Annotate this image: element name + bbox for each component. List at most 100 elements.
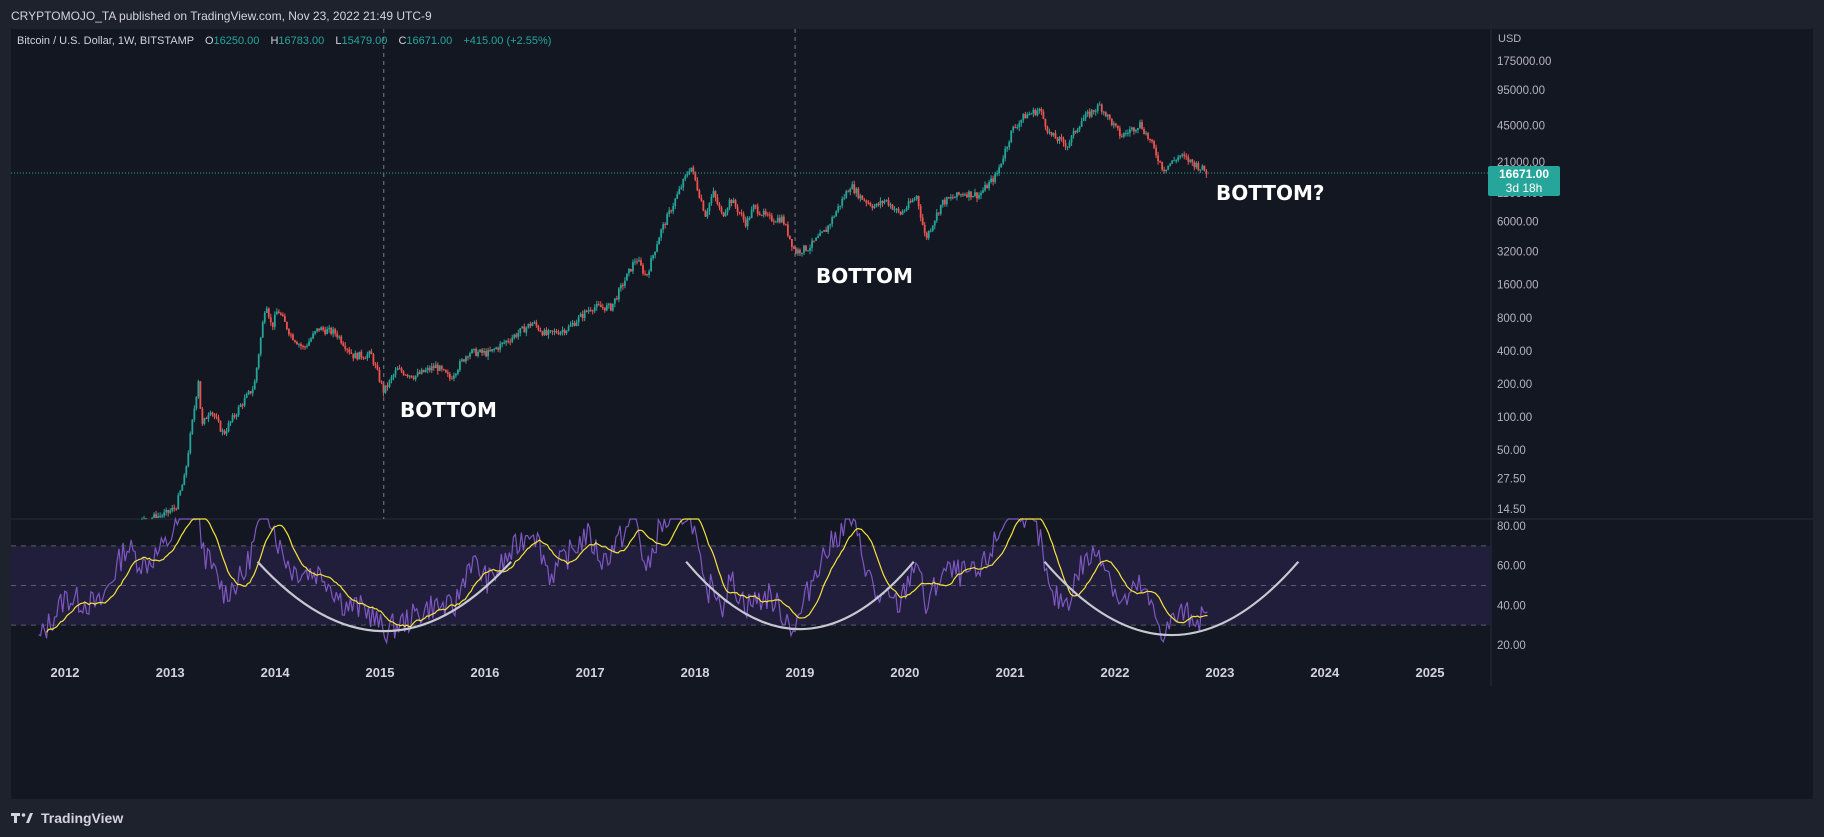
price-axis[interactable]: 175000.0095000.0045000.0021000.0011000.0… (1497, 56, 1551, 516)
candle-body (718, 204, 721, 208)
candle-body (1185, 156, 1188, 158)
candle-body (1032, 109, 1035, 114)
candle-body (599, 304, 602, 308)
candle-body (984, 184, 986, 191)
candle-body (933, 220, 936, 226)
candle-body (461, 359, 463, 362)
candle-body (917, 196, 920, 207)
candle-body (513, 334, 516, 338)
candle-body (151, 518, 153, 520)
candle-body (913, 198, 916, 200)
candle-body (1131, 127, 1133, 130)
candle-body (416, 372, 419, 376)
candle-body (193, 408, 196, 420)
candle-body (471, 349, 473, 354)
open-value: 16250.00 (214, 35, 260, 47)
candle-body (921, 217, 924, 225)
candle-body (640, 260, 642, 266)
candle-body (1056, 138, 1059, 141)
year-tick-label: 2024 (1310, 665, 1340, 680)
candle-body (901, 211, 904, 215)
candle-body (1014, 126, 1017, 128)
candle-body (179, 490, 182, 496)
candle-body (442, 369, 445, 371)
candle-body (362, 357, 365, 359)
candle-body (1100, 104, 1103, 112)
candle-body (628, 268, 630, 274)
candle-body (591, 310, 594, 312)
candle-body (1122, 133, 1125, 137)
candle-body (1145, 133, 1147, 135)
candle-body (547, 330, 550, 335)
close-value: 16671.00 (406, 35, 452, 47)
symbol-legend[interactable]: Bitcoin / U.S. Dollar, 1W, BITSTAMP O162… (17, 35, 551, 47)
candle-body (1181, 154, 1184, 156)
rsi-axis[interactable]: 80.00 60.00 40.00 20.00 (1497, 521, 1526, 652)
candle-body (672, 206, 675, 212)
year-tick-label: 2015 (366, 665, 395, 680)
candle-body (1092, 110, 1095, 112)
time-axis[interactable]: 2012 2013 2014 2015 2016 2017 2018 2019 2020 2021… (51, 665, 1445, 680)
candle-body (1110, 118, 1113, 126)
candle-body (714, 191, 717, 198)
candle-body (1201, 165, 1204, 170)
candle-body (408, 375, 411, 377)
candle-body (281, 314, 284, 317)
candle-body (644, 273, 646, 275)
candle-body (609, 303, 612, 311)
candle-body (372, 354, 375, 365)
candle-body (390, 377, 393, 381)
candle-body (1143, 128, 1145, 135)
candle-body (782, 216, 785, 225)
candle-body (1026, 114, 1029, 119)
candle-body (776, 217, 779, 222)
candle-body (636, 261, 638, 263)
candle-body (809, 247, 811, 251)
candle-body (738, 212, 741, 214)
candle-body (1187, 156, 1190, 162)
candle-body (1203, 165, 1206, 171)
candle-body (388, 380, 391, 387)
candle-body (563, 329, 566, 334)
candle-body (1118, 128, 1121, 137)
candle-body (1135, 130, 1137, 132)
tradingview-brand-name: TradingView (41, 810, 124, 826)
candle-body (326, 329, 329, 335)
candle-body (189, 433, 192, 454)
candle-body (145, 518, 147, 520)
candle-body (386, 385, 389, 387)
candle-body (945, 197, 948, 205)
candle-body (265, 308, 268, 313)
candle-body (1129, 129, 1131, 133)
candle-body (1098, 104, 1101, 106)
candle-body (225, 431, 228, 434)
chart-pane[interactable]: Bitcoin / U.S. Dollar, 1W, BITSTAMP O162… (11, 29, 1813, 799)
candle-body (589, 310, 592, 312)
candle-body (1199, 169, 1202, 171)
candle-body (680, 187, 683, 189)
candle-body (296, 341, 298, 345)
candle-body (575, 322, 578, 326)
tradingview-footer[interactable]: TradingView (11, 808, 123, 828)
candle-body (1068, 142, 1071, 147)
candle-body (764, 210, 767, 215)
year-tick-label: 2018 (681, 665, 710, 680)
candle-body (1197, 163, 1200, 171)
candle-body (422, 369, 425, 373)
candle-body (551, 330, 554, 332)
candle-body (865, 200, 868, 203)
chart-canvas[interactable]: Bitcoin / U.S. Dollar, 1W, BITSTAMP O162… (11, 29, 1813, 799)
candle-body (817, 236, 819, 238)
candle-body (215, 416, 218, 418)
year-tick-label: 2017 (576, 665, 605, 680)
candle-body (958, 192, 960, 195)
candle-body (617, 288, 620, 300)
candle-body (163, 512, 166, 516)
candle-body (742, 214, 745, 220)
candle-body (1183, 154, 1186, 157)
candle-body (630, 268, 632, 272)
candle-body (676, 194, 679, 199)
candle-body (491, 349, 494, 352)
candle-body (271, 322, 274, 327)
year-tick-label: 2014 (261, 665, 291, 680)
